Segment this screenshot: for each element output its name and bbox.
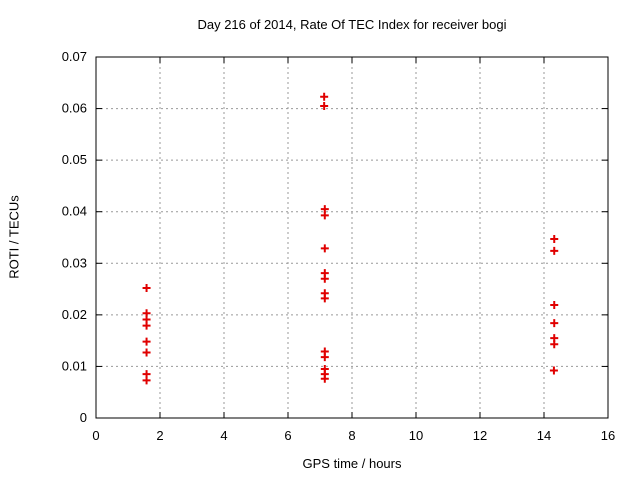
data-point-plus-marker xyxy=(550,340,559,349)
data-point-plus-marker xyxy=(320,92,329,101)
data-point-plus-marker xyxy=(142,337,151,346)
data-point-plus-marker xyxy=(320,244,329,253)
data-point-plus-marker xyxy=(549,366,558,375)
x-tick-label: 4 xyxy=(220,428,227,443)
data-point-plus-marker xyxy=(320,101,329,110)
x-axis-title: GPS time / hours xyxy=(302,456,402,471)
data-point-plus-marker xyxy=(142,348,151,357)
y-tick-label: 0.05 xyxy=(62,152,87,167)
data-point-plus-marker xyxy=(320,211,329,220)
x-tick-label: 16 xyxy=(601,428,615,443)
data-point-plus-marker xyxy=(320,274,329,283)
y-tick-label: 0.06 xyxy=(62,101,87,116)
data-point-plus-marker xyxy=(550,319,559,328)
x-tick-label: 10 xyxy=(409,428,423,443)
y-tick-label: 0.01 xyxy=(62,358,87,373)
y-tick-label: 0.07 xyxy=(62,49,87,64)
data-point-plus-marker xyxy=(550,246,559,255)
data-point-plus-marker xyxy=(142,321,151,330)
x-tick-label: 12 xyxy=(473,428,487,443)
data-point-plus-marker xyxy=(320,353,329,362)
data-point-plus-marker xyxy=(320,294,329,303)
x-tick-label: 6 xyxy=(284,428,291,443)
data-point-plus-marker xyxy=(142,376,151,385)
y-tick-label: 0.04 xyxy=(62,204,87,219)
data-point-plus-marker xyxy=(550,235,559,244)
data-point-plus-marker xyxy=(142,284,151,293)
y-tick-label: 0 xyxy=(80,410,87,425)
y-tick-label: 0.02 xyxy=(62,307,87,322)
chart-title: Day 216 of 2014, Rate Of TEC Index for r… xyxy=(197,17,507,32)
y-tick-label: 0.03 xyxy=(62,255,87,270)
x-tick-label: 0 xyxy=(92,428,99,443)
data-point-plus-marker xyxy=(550,301,559,310)
x-tick-label: 2 xyxy=(156,428,163,443)
x-tick-label: 14 xyxy=(537,428,551,443)
x-tick-label: 8 xyxy=(348,428,355,443)
data-point-plus-marker xyxy=(320,374,329,383)
